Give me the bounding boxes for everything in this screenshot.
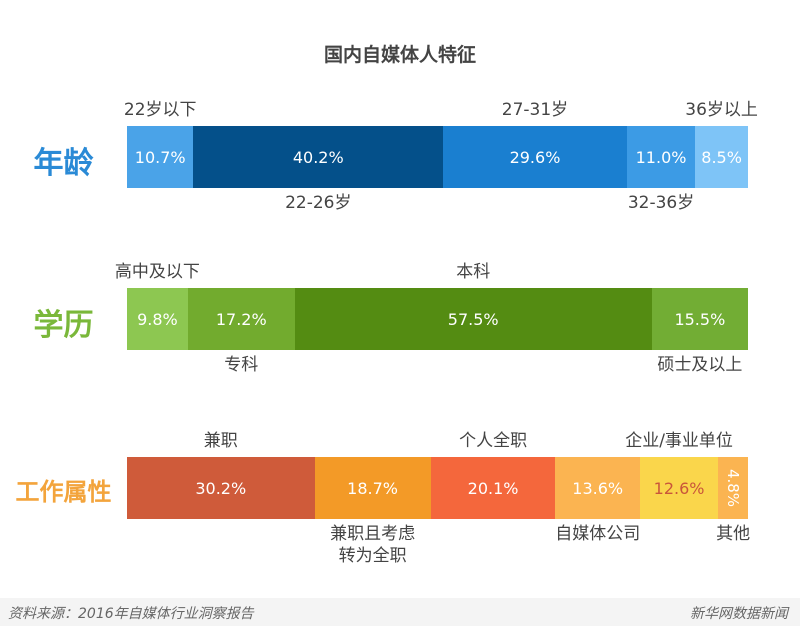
group-label: 工作属性 bbox=[15, 478, 112, 507]
category-label: 22-26岁 bbox=[285, 193, 352, 213]
footer: 资料来源：2016年自媒体行业洞察报告 新华网数据新闻 bbox=[0, 598, 800, 626]
bar-segment: 12.6% bbox=[639, 457, 719, 519]
data-label: 10.7% bbox=[134, 147, 186, 167]
bar-segment: 9.8% bbox=[127, 288, 188, 350]
category-label: 36岁以上 bbox=[685, 100, 758, 120]
bar-segment: 10.7% bbox=[127, 126, 194, 188]
data-label: 11.0% bbox=[635, 147, 687, 167]
category-label: 32-36岁 bbox=[627, 193, 695, 213]
bar-segment: 17.2% bbox=[187, 288, 295, 350]
category-label: 兼职 bbox=[203, 431, 238, 451]
category-label: 其他 bbox=[716, 524, 751, 544]
data-label: 17.2% bbox=[215, 309, 267, 329]
data-label: 13.6% bbox=[572, 478, 624, 498]
category-label: 企业/事业单位 bbox=[625, 431, 733, 451]
bar-segment: 8.5% bbox=[695, 126, 748, 188]
bar-segment: 29.6% bbox=[443, 126, 627, 188]
bar-segment: 4.8% bbox=[718, 457, 748, 519]
data-label: 9.8% bbox=[137, 309, 178, 329]
bar-segment: 20.1% bbox=[430, 457, 556, 519]
brand-label: 新华网数据新闻 bbox=[690, 606, 788, 622]
bar-segment: 15.5% bbox=[651, 288, 748, 350]
category-label: 自媒体公司 bbox=[555, 524, 641, 544]
category-label: 兼职且考虑 转为全职 bbox=[330, 524, 416, 566]
category-label: 27-31岁 bbox=[501, 100, 569, 120]
data-label: 30.2% bbox=[195, 478, 247, 498]
group-label: 学历 bbox=[33, 307, 94, 343]
data-label: 29.6% bbox=[509, 147, 561, 167]
category-label: 22岁以下 bbox=[123, 100, 197, 120]
category-label: 专科 bbox=[224, 355, 259, 375]
data-label: 15.5% bbox=[674, 309, 726, 329]
data-label: 20.1% bbox=[467, 478, 519, 498]
data-label: 12.6% bbox=[653, 478, 705, 498]
bar-segment: 11.0% bbox=[626, 126, 696, 188]
data-label: 18.7% bbox=[347, 478, 398, 498]
category-label: 个人全职 bbox=[459, 431, 528, 451]
category-label: 硕士及以上 bbox=[657, 355, 743, 375]
bar-segment: 13.6% bbox=[555, 457, 640, 519]
data-label: 4.8% bbox=[724, 468, 743, 508]
bar-segment: 18.7% bbox=[314, 457, 431, 519]
bar-row: 9.8% 17.2% 57.5% 15.5% bbox=[127, 288, 748, 350]
data-label: 57.5% bbox=[447, 309, 499, 329]
data-label: 8.5% bbox=[701, 147, 742, 167]
source-note: 资料来源：2016年自媒体行业洞察报告 bbox=[8, 606, 254, 622]
category-label: 高中及以下 bbox=[114, 262, 200, 282]
bar-segment: 40.2% bbox=[193, 126, 444, 188]
data-label: 40.2% bbox=[292, 147, 344, 167]
bar-segment: 57.5% bbox=[294, 288, 652, 350]
bar-row: 10.7% 40.2% 29.6% 11.0% 8.5% bbox=[127, 126, 748, 188]
group-label: 年龄 bbox=[33, 145, 94, 181]
bar-segment: 30.2% bbox=[127, 457, 315, 519]
chart-title: 国内自媒体人特征 bbox=[323, 44, 476, 66]
category-label: 本科 bbox=[456, 262, 491, 282]
bar-row: 30.2% 18.7% 20.1% 13.6% 12.6% 4.8% bbox=[127, 457, 748, 519]
